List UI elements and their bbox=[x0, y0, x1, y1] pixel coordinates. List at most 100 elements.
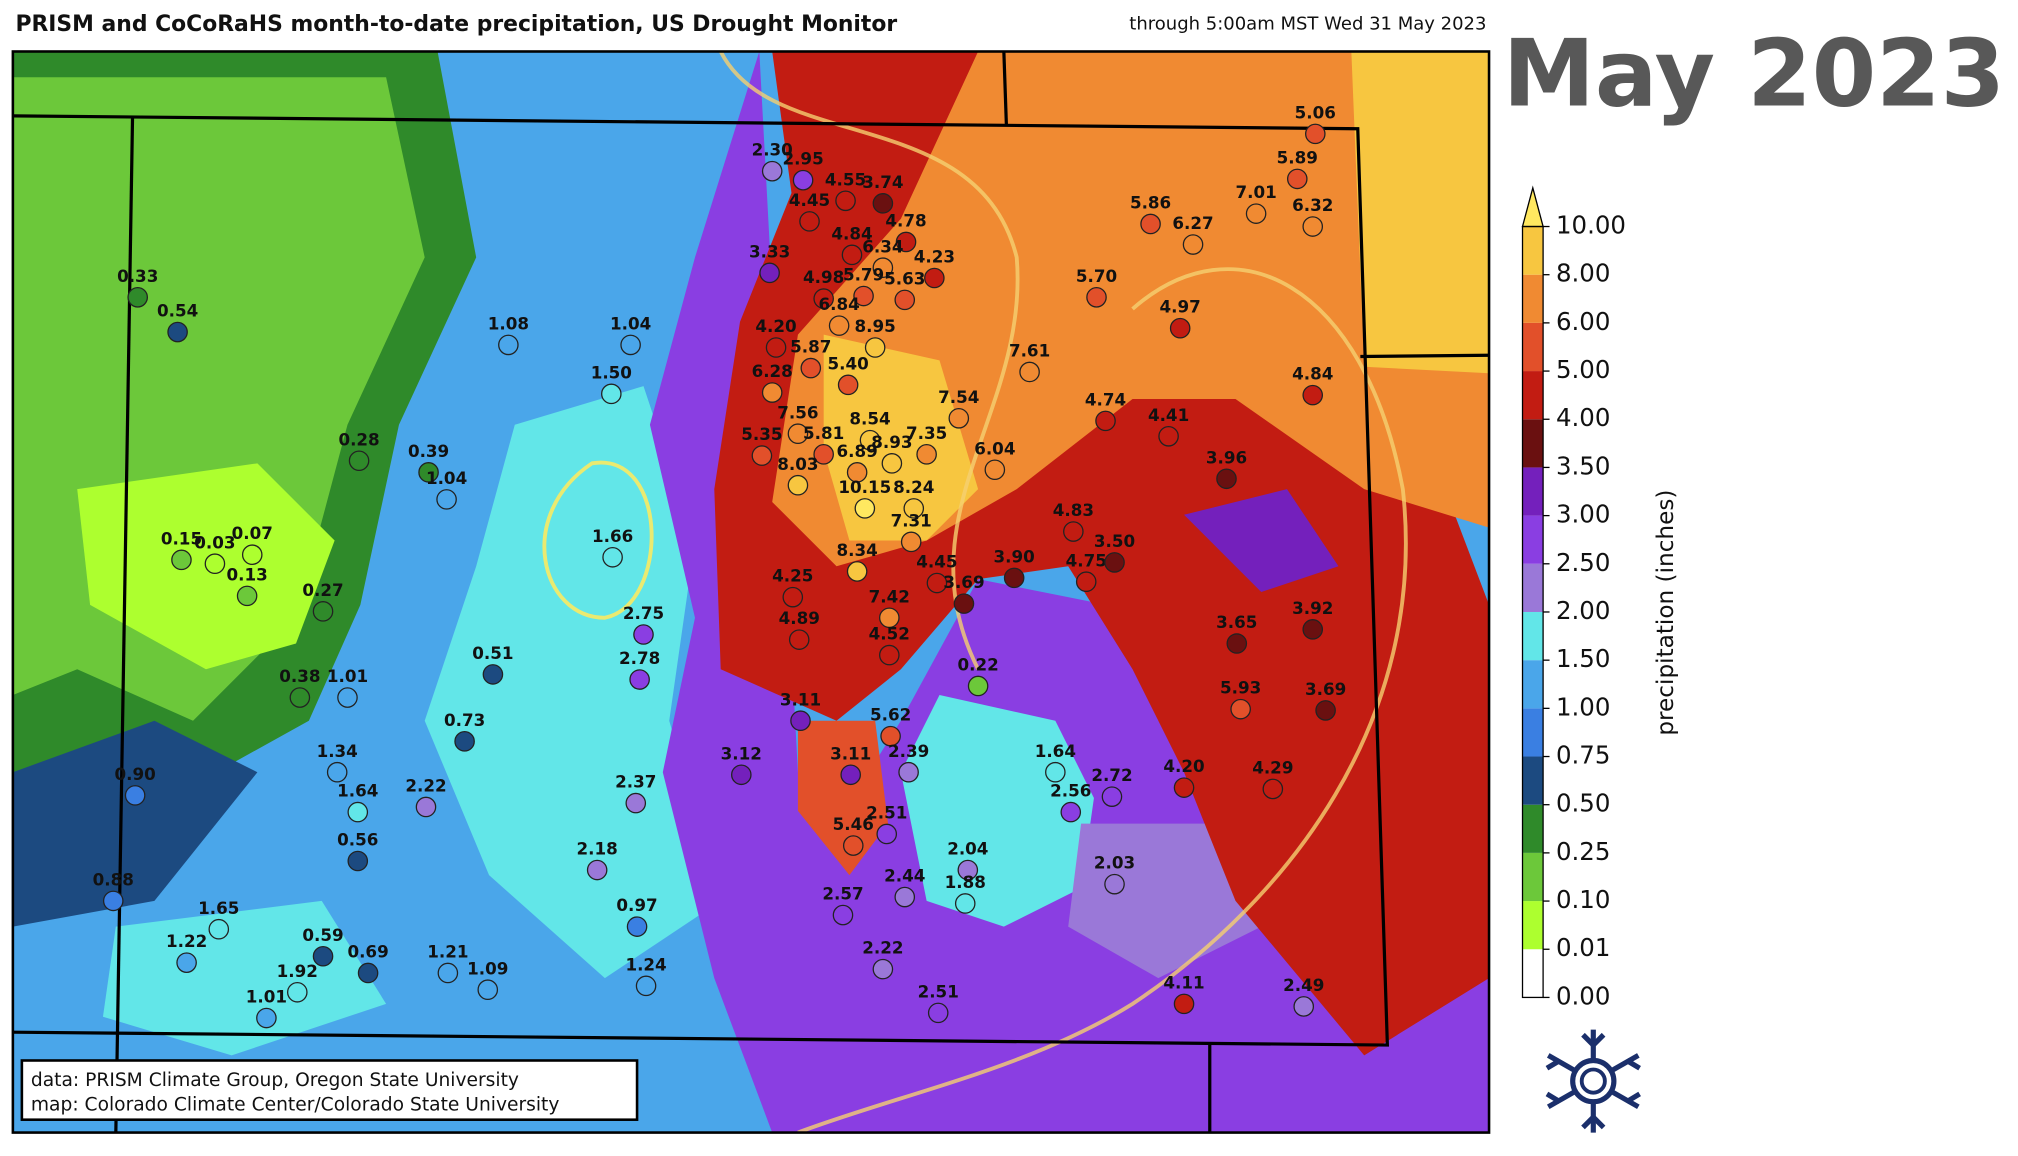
station-marker bbox=[347, 801, 369, 823]
station-marker bbox=[629, 669, 650, 690]
station-label: 8.93 bbox=[871, 432, 912, 452]
station-marker bbox=[1104, 552, 1125, 573]
station-label: 2.18 bbox=[577, 839, 618, 859]
station-label: 4.52 bbox=[869, 624, 910, 644]
station-label: 1.08 bbox=[488, 313, 529, 333]
station-marker bbox=[846, 561, 868, 582]
station-marker bbox=[894, 886, 916, 908]
station-label: 0.73 bbox=[444, 710, 485, 730]
field-purple-e bbox=[1184, 489, 1339, 593]
station-marker bbox=[236, 585, 258, 607]
station-marker bbox=[864, 337, 886, 358]
colorbar-tick-label: 0.00 bbox=[1556, 981, 1610, 1010]
station-marker bbox=[1019, 361, 1040, 383]
colorbar-tick-label: 0.75 bbox=[1556, 741, 1610, 770]
station-label: 4.89 bbox=[779, 608, 820, 628]
colorbar-bin bbox=[1522, 756, 1544, 805]
station-label: 4.11 bbox=[1163, 972, 1204, 992]
station-marker bbox=[800, 357, 822, 379]
station-marker bbox=[879, 644, 900, 666]
station-label: 2.37 bbox=[615, 772, 656, 792]
station-label: 1.22 bbox=[166, 931, 207, 951]
station-label: 2.57 bbox=[822, 884, 863, 904]
station-label: 4.78 bbox=[885, 211, 926, 231]
station-label: 3.69 bbox=[1305, 679, 1346, 699]
station-label: 8.24 bbox=[893, 477, 934, 497]
station-label: 4.74 bbox=[1085, 389, 1126, 409]
station-marker bbox=[787, 423, 809, 445]
station-marker bbox=[1305, 123, 1326, 145]
station-label: 0.22 bbox=[957, 655, 998, 675]
map-frame bbox=[11, 50, 1491, 1134]
precip-field bbox=[12, 51, 1490, 1133]
station-label: 2.22 bbox=[405, 776, 446, 796]
station-label: 0.07 bbox=[232, 523, 273, 543]
station-label: 10.15 bbox=[838, 477, 891, 497]
station-marker bbox=[813, 288, 834, 309]
month-label: May 2023 bbox=[1503, 20, 2005, 128]
station-marker bbox=[1293, 996, 1315, 1017]
station-marker bbox=[903, 498, 925, 519]
station-marker bbox=[895, 231, 917, 253]
station-label: 4.41 bbox=[1148, 405, 1189, 425]
station-label: 1.65 bbox=[198, 898, 239, 918]
station-marker bbox=[1315, 700, 1336, 721]
station-marker bbox=[312, 601, 334, 622]
station-marker bbox=[872, 193, 894, 214]
station-marker bbox=[1075, 571, 1097, 593]
colorbar-tick-label: 4.00 bbox=[1556, 403, 1610, 432]
station-marker bbox=[787, 474, 809, 496]
station-label: 0.97 bbox=[616, 895, 657, 915]
station-marker bbox=[1302, 619, 1324, 640]
station-marker bbox=[454, 731, 475, 752]
station-marker bbox=[312, 945, 334, 967]
station-marker bbox=[846, 462, 868, 483]
station-marker bbox=[751, 445, 773, 466]
station-marker bbox=[241, 544, 263, 566]
station-label: 0.90 bbox=[115, 764, 156, 784]
station-marker bbox=[765, 337, 787, 358]
station-label: 1.04 bbox=[426, 468, 467, 488]
station-marker bbox=[102, 890, 124, 912]
station-label: 1.09 bbox=[467, 958, 508, 978]
station-label: 5.89 bbox=[1277, 147, 1318, 167]
station-label: 7.61 bbox=[1009, 341, 1050, 361]
station-label: 4.45 bbox=[916, 552, 957, 572]
colorbar-bin bbox=[1522, 467, 1544, 516]
colorbar-tick-label: 6.00 bbox=[1556, 307, 1610, 336]
station-label: 7.54 bbox=[938, 387, 979, 407]
station-label: 8.54 bbox=[849, 409, 890, 429]
station-label: 6.27 bbox=[1172, 213, 1213, 233]
station-label: 4.75 bbox=[1066, 550, 1107, 570]
station-marker bbox=[635, 975, 657, 997]
station-marker bbox=[948, 407, 970, 429]
subtitle: through 5:00am MST Wed 31 May 2023 bbox=[1129, 14, 1486, 35]
station-label: 0.13 bbox=[226, 564, 267, 584]
station-marker bbox=[418, 462, 439, 483]
station-marker bbox=[1101, 786, 1123, 807]
station-marker bbox=[167, 321, 188, 343]
colorbar-bin bbox=[1522, 852, 1544, 902]
colorbar-bin bbox=[1522, 708, 1544, 757]
station-label: 3.90 bbox=[994, 546, 1035, 566]
station-marker bbox=[731, 764, 752, 786]
station-marker bbox=[1245, 203, 1267, 224]
border bbox=[12, 114, 1390, 1047]
station-label: 2.49 bbox=[1283, 975, 1324, 995]
station-label: 1.21 bbox=[427, 942, 468, 962]
station-label: 3.33 bbox=[749, 241, 790, 261]
station-label: 2.44 bbox=[884, 866, 925, 886]
station-label: 4.84 bbox=[1292, 364, 1333, 384]
station-label: 2.95 bbox=[782, 149, 823, 169]
station-label: 7.31 bbox=[891, 510, 932, 530]
station-label: 2.75 bbox=[623, 603, 664, 623]
station-marker bbox=[894, 289, 916, 311]
station-label: 2.22 bbox=[862, 938, 903, 958]
colorbar-bin bbox=[1522, 611, 1544, 661]
station-marker bbox=[482, 664, 504, 685]
border bbox=[1002, 51, 1009, 127]
station-label: 4.45 bbox=[789, 190, 830, 210]
station-label: 3.74 bbox=[862, 172, 903, 192]
field-yellow-ne bbox=[1351, 51, 1490, 374]
station-marker bbox=[837, 374, 859, 396]
